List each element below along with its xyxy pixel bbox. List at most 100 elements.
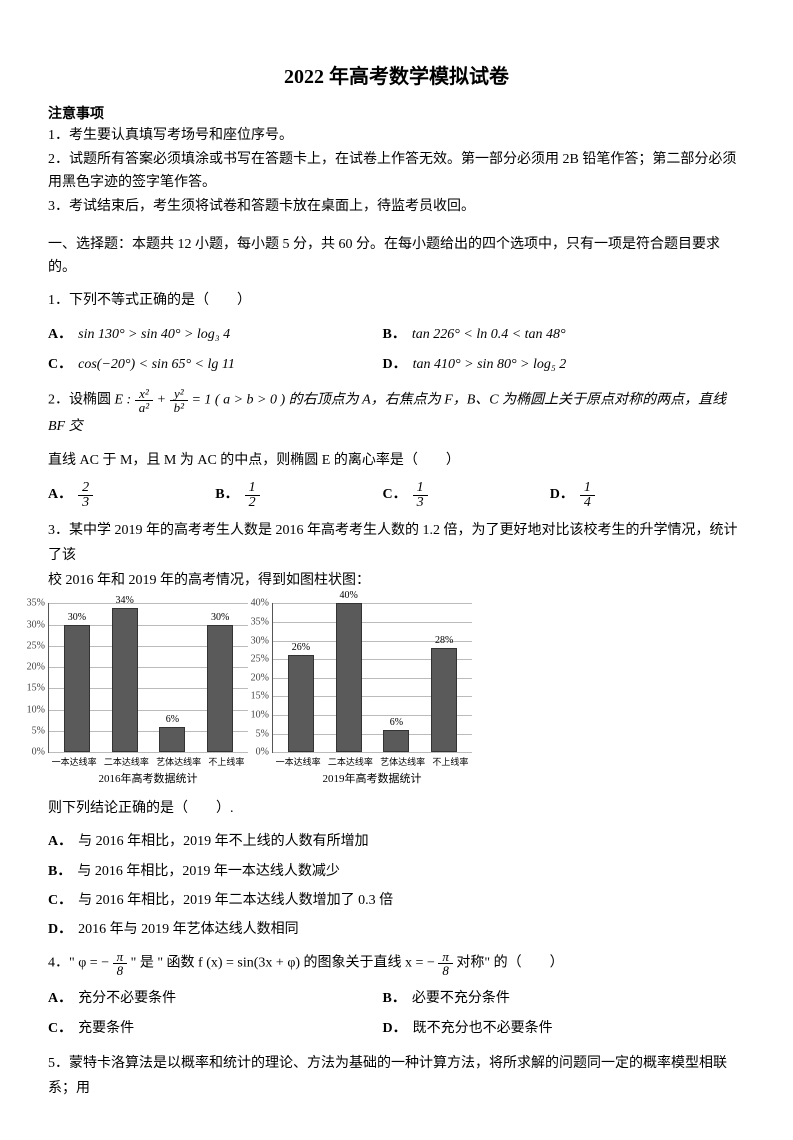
q2-d-n: 1: [580, 481, 595, 496]
q4-option-c: C．充要条件: [48, 1015, 383, 1043]
page-title: 2022 年高考数学模拟试卷: [48, 60, 745, 89]
label-c: C．: [48, 1015, 72, 1043]
y-axis-label: 20%: [251, 672, 273, 683]
bar: [159, 727, 185, 753]
q4-b-text: 必要不充分条件: [412, 985, 510, 1013]
label-b: B．: [383, 985, 406, 1013]
bar: [112, 608, 138, 753]
bar: [64, 625, 90, 753]
q2-c-d: 3: [413, 496, 428, 510]
q4-frac2-d: 8: [438, 964, 453, 977]
q4-stem: 4．" φ = − π8 " 是 " 函数 f (x) = sin(3x + φ…: [48, 950, 745, 977]
chart-2019-area: 0%5%10%15%20%25%30%35%40%26%40%6%28%: [272, 603, 472, 753]
y-axis-label: 10%: [251, 710, 273, 721]
y-axis-label: 0%: [32, 747, 49, 758]
label-c: C．: [48, 351, 72, 379]
bar-value-label: 34%: [115, 595, 133, 606]
q2-b-frac: 12: [245, 481, 260, 510]
q2-c-frac: 13: [413, 481, 428, 510]
q2-b-n: 1: [245, 481, 260, 496]
q2-stem-line2: 直线 AC 于 M，且 M 为 AC 的中点，则椭圆 E 的离心率是（ ）: [48, 448, 745, 473]
q2-option-c: C． 13: [383, 481, 550, 510]
label-a: A．: [48, 985, 72, 1013]
label-d: D．: [383, 351, 407, 379]
q2-a-n: 2: [78, 481, 93, 496]
q2-option-b: B． 12: [215, 481, 382, 510]
x-category-label: 二本达线率: [328, 755, 373, 768]
y-axis-label: 5%: [32, 725, 49, 736]
q1-c-text: cos(−20°) < sin 65° < lg 11: [78, 351, 235, 379]
label-b: B．: [383, 321, 406, 349]
q2-frac-x: x²a²: [135, 387, 153, 414]
label-d: D．: [383, 1015, 407, 1043]
q1-b-text: tan 226° < ln 0.4 < tan 48°: [412, 321, 566, 349]
y-axis-label: 15%: [251, 691, 273, 702]
bar-wrap: 28%: [420, 635, 468, 752]
chart-2016: 0%5%10%15%20%25%30%35%30%34%6%30% 一本达线率二…: [48, 603, 248, 786]
bar: [431, 648, 457, 752]
gridline: [49, 752, 248, 753]
q1-option-d: D． tan 410° > sin 80° > log₅ 2: [383, 351, 718, 379]
x-category-label: 不上线率: [432, 755, 468, 768]
q4-a-text: 充分不必要条件: [78, 985, 176, 1013]
q1-stem: 1．下列不等式正确的是（ ）: [48, 288, 745, 313]
q4-option-a: A．充分不必要条件: [48, 985, 383, 1013]
bar: [207, 625, 233, 753]
bars-container: 26%40%6%28%: [273, 603, 472, 752]
chart-2019-xaxis: 一本达线率二本达线率艺体达线率不上线率: [272, 755, 472, 768]
bar-value-label: 30%: [211, 612, 229, 623]
q2-options: A． 23 B． 12 C． 13 D． 14: [48, 481, 745, 510]
x-category-label: 一本达线率: [276, 755, 321, 768]
x-category-label: 二本达线率: [104, 755, 149, 768]
label-a: A．: [48, 481, 72, 509]
q2-stem-pre: 2．设椭圆: [48, 393, 115, 408]
q4-options-row-2: C．充要条件 D．既不充分也不必要条件: [48, 1015, 745, 1043]
q2-ellipse-label: E :: [115, 393, 132, 408]
q1-options-row-1: A． sin 130° > sin 40° > log₃ 4 B． tan 22…: [48, 321, 745, 349]
q4-option-d: D．既不充分也不必要条件: [383, 1015, 718, 1043]
q4-frac-2: π8: [438, 950, 453, 977]
q2-a-d: 3: [78, 496, 93, 510]
q3-option-d: D． 2016 年与 2019 年艺体达线人数相同: [48, 917, 745, 942]
y-axis-label: 0%: [256, 747, 273, 758]
bar-value-label: 30%: [68, 612, 86, 623]
notice-2: 2．试题所有答案必须填涂或书写在答题卡上，在试卷上作答无效。第一部分必须用 2B…: [48, 149, 745, 194]
q3-c-text: 与 2016 年相比，2019 年二本达线人数增加了 0.3 倍: [78, 893, 393, 908]
notice-1: 1．考生要认真填写考场号和座位序号。: [48, 125, 745, 147]
q2-stem: 2．设椭圆 E : x²a² + y²b² = 1 ( a > b > 0 ) …: [48, 387, 745, 439]
bar-value-label: 28%: [435, 635, 453, 646]
y-axis-label: 30%: [251, 635, 273, 646]
bar: [336, 603, 362, 752]
chart-2019: 0%5%10%15%20%25%30%35%40%26%40%6%28% 一本达…: [272, 603, 472, 786]
q4-stem-mid1: " 是 " 函数 f (x) = sin(3x + φ) 的图象关于直线 x =…: [131, 956, 439, 971]
q2-option-a: A． 23: [48, 481, 215, 510]
q3-option-c: C． 与 2016 年相比，2019 年二本达线人数增加了 0.3 倍: [48, 888, 745, 913]
label-d: D．: [48, 922, 72, 937]
q3-option-b: B．与 2016 年相比，2019 年一本达线人数减少: [48, 859, 745, 884]
q2-d-frac: 14: [580, 481, 595, 510]
bar-wrap: 26%: [277, 642, 325, 752]
q4-option-b: B．必要不充分条件: [383, 985, 718, 1013]
label-d: D．: [550, 481, 574, 509]
y-axis-label: 20%: [27, 662, 49, 673]
label-c: C．: [48, 893, 72, 908]
chart-2016-xaxis: 一本达线率二本达线率艺体达线率不上线率: [48, 755, 248, 768]
x-category-label: 艺体达线率: [156, 755, 201, 768]
q1-option-c: C． cos(−20°) < sin 65° < lg 11: [48, 351, 383, 379]
q3-after: 则下列结论正确的是（ ）.: [48, 796, 745, 821]
bar-value-label: 40%: [339, 590, 357, 601]
label-b: B．: [215, 481, 238, 509]
q3-d-text: 2016 年与 2019 年艺体达线人数相同: [78, 922, 299, 937]
q1-option-b: B． tan 226° < ln 0.4 < tan 48°: [383, 321, 718, 349]
q3-a-text: 与 2016 年相比，2019 年不上线的人数有所增加: [78, 834, 369, 849]
y-axis-label: 25%: [27, 640, 49, 651]
q4-frac-1: π8: [113, 950, 128, 977]
q2-a-frac: 23: [78, 481, 93, 510]
q1-options-row-2: C． cos(−20°) < sin 65° < lg 11 D． tan 41…: [48, 351, 745, 379]
bar-value-label: 6%: [390, 717, 403, 728]
label-c: C．: [383, 481, 407, 509]
bar-value-label: 26%: [292, 642, 310, 653]
q2-c-n: 1: [413, 481, 428, 496]
bar-value-label: 6%: [166, 714, 179, 725]
bar-wrap: 30%: [196, 612, 244, 753]
